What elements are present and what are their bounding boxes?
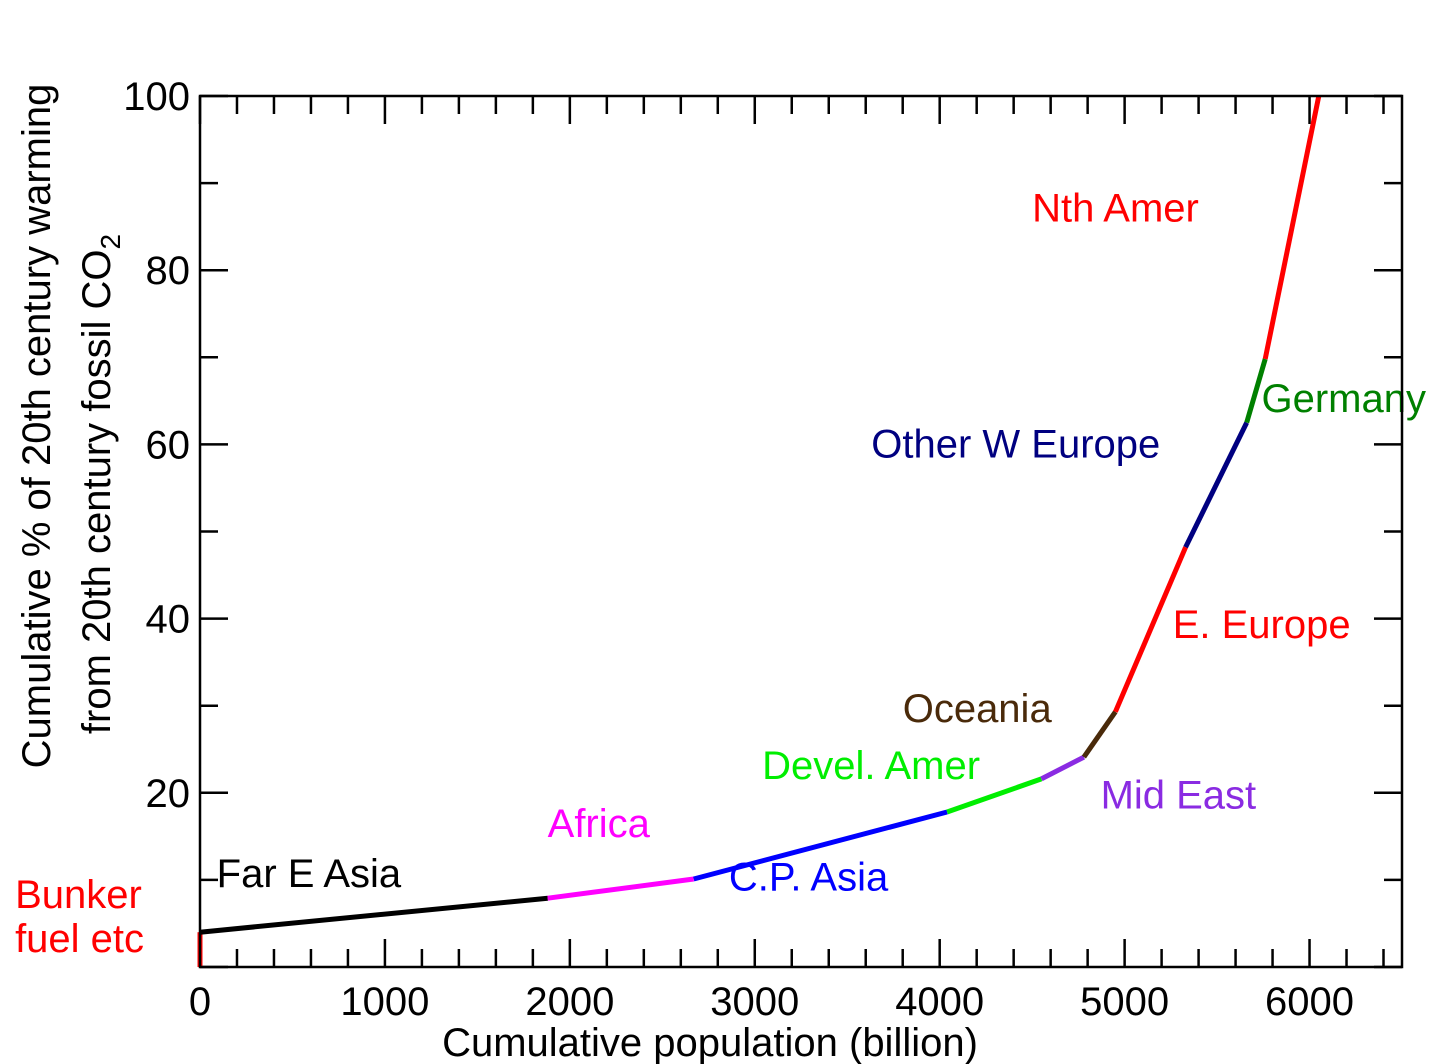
series-line-devel-amer: [946, 776, 1043, 815]
x-tick-label: 1000: [340, 980, 429, 1024]
label-other-w-europe: Other W Europe: [871, 422, 1160, 466]
series-line-oceania: [1081, 710, 1118, 759]
plot-frame: [198, 94, 1404, 969]
x-tick-label: 3000: [710, 980, 799, 1024]
y-axis-label-line2: from 20th century fossil CO2: [75, 234, 126, 734]
series-line-nth-amer: [1262, 95, 1322, 360]
y-axis-label-line2-main: from 20th century fossil CO: [75, 249, 119, 734]
x-tick-label: 4000: [895, 980, 984, 1024]
label-cp-asia: C.P. Asia: [729, 855, 889, 899]
series-line-africa: [547, 876, 695, 901]
series-line-other-w-europe: [1183, 421, 1249, 549]
label-far-e-asia: Far E Asia: [217, 852, 402, 896]
series-line-cp-asia: [693, 809, 948, 882]
y-tick-label: 60: [146, 423, 191, 467]
label-germany: Germany: [1261, 377, 1426, 421]
x-tick-label: 6000: [1265, 980, 1354, 1024]
label-africa: Africa: [548, 802, 651, 846]
series-line-far-e-asia: [199, 895, 548, 935]
label-oceania: Oceania: [903, 687, 1053, 731]
label-mid-east: Mid East: [1101, 773, 1257, 817]
x-tick-label: 5000: [1080, 980, 1169, 1024]
label-e-europe: E. Europe: [1173, 603, 1351, 647]
y-axis-label-line1: Cumulative % of 20th century warming: [15, 84, 59, 769]
label-bunker-line1: Bunker: [15, 873, 142, 917]
y-tick-label: 80: [146, 249, 191, 293]
label-bunker-line2: fuel etc: [15, 917, 144, 961]
y-axis-label-line2-subscript: 2: [95, 234, 126, 250]
series-line-germany: [1244, 358, 1268, 424]
series-line-mid-east: [1040, 754, 1086, 782]
x-tick-label: 2000: [525, 980, 614, 1024]
x-tick-label: 0: [189, 980, 211, 1024]
y-tick-label: 20: [146, 772, 191, 816]
axis-ticks: [198, 94, 1402, 969]
series-line-e-europe: [1113, 546, 1188, 713]
tick-labels: 0 1000 2000 3000 4000 5000 6000 20 40 60 80 100: [123, 75, 1354, 1024]
label-nth-amer: Nth Amer: [1032, 186, 1199, 230]
y-tick-label: 40: [146, 598, 191, 642]
x-axis-label: Cumulative population (billion): [442, 1021, 978, 1064]
label-devel-amer: Devel. Amer: [762, 744, 980, 788]
y-tick-label: 100: [123, 75, 190, 119]
